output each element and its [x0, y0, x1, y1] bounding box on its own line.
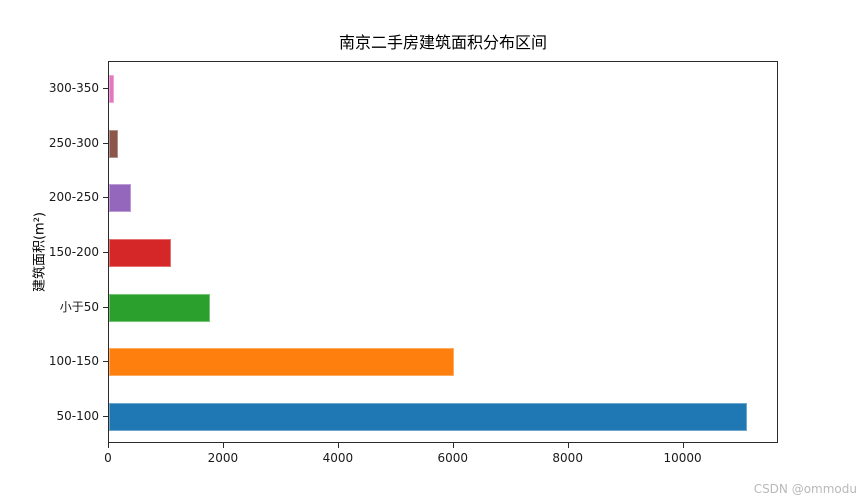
bar-300-350	[109, 75, 115, 104]
x-tick-label: 4000	[322, 451, 354, 465]
x-tick-label: 10000	[663, 451, 702, 465]
bar-250-300	[109, 129, 119, 158]
y-tick-mark	[103, 197, 108, 199]
x-tick-mark	[108, 443, 109, 448]
x-tick-mark	[567, 443, 569, 448]
x-tick-mark	[337, 443, 339, 448]
plot-area	[108, 61, 778, 443]
x-tick-mark	[682, 443, 684, 448]
bar-200-250	[109, 184, 132, 213]
y-tick-label: 50-100	[56, 408, 99, 423]
x-tick-label: 6000	[437, 451, 469, 465]
y-tick-label: 300-350	[48, 81, 99, 96]
y-tick-label: 250-300	[48, 135, 99, 150]
x-tick-mark	[452, 443, 454, 448]
bar-150-200	[109, 239, 172, 267]
chart-title: 南京二手房建筑面积分布区间	[338, 33, 547, 52]
x-tick-mark	[222, 443, 224, 448]
y-tick-label: 150-200	[48, 245, 99, 259]
y-tick-mark	[103, 88, 108, 90]
y-tick-mark	[103, 361, 108, 363]
y-tick-mark	[103, 252, 108, 253]
y-tick-label: 小于50	[59, 299, 99, 314]
watermark: CSDN @ommodu	[753, 482, 857, 496]
y-tick-label: 200-250	[48, 190, 99, 205]
bar-50-100	[109, 402, 747, 431]
y-tick-mark	[103, 142, 108, 144]
y-tick-mark	[103, 415, 108, 417]
x-tick-label: 8000	[552, 451, 583, 465]
y-tick-label: 100-150	[48, 354, 99, 369]
bar-小于50	[109, 293, 210, 322]
x-tick-label: 0	[104, 451, 112, 465]
x-tick-label: 2000	[207, 451, 239, 465]
bar-100-150	[109, 348, 454, 377]
y-tick-mark	[103, 306, 108, 308]
